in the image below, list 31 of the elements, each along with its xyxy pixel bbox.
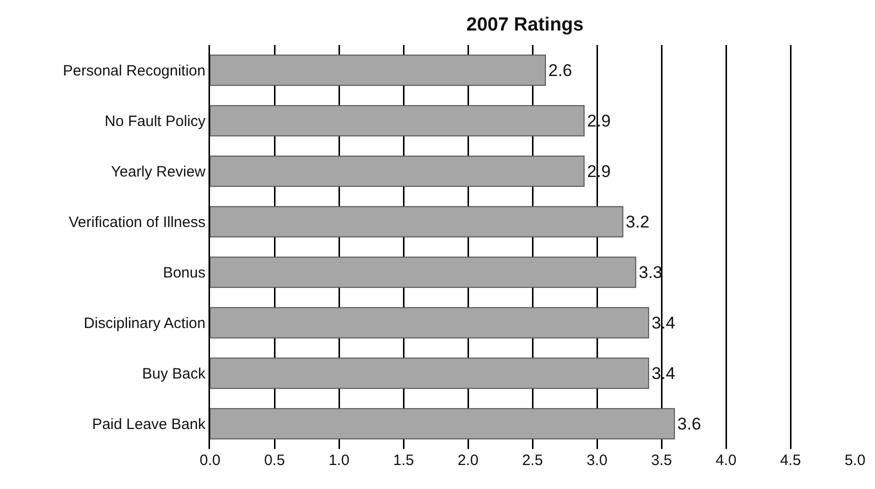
x-tick-label: 4.5 xyxy=(780,452,801,469)
x-tick-label: 1.5 xyxy=(393,452,414,469)
y-tick-label: Verification of Illness xyxy=(68,214,206,231)
x-tick-label: 0.0 xyxy=(200,452,220,469)
x-tick-label: 2.5 xyxy=(522,452,543,469)
x-tick-label: 3.0 xyxy=(586,452,608,469)
y-tick-label: Disciplinary Action xyxy=(84,315,206,332)
y-tick-label: Paid Leave Bank xyxy=(92,416,206,433)
bar xyxy=(210,256,636,288)
x-tick-label: 3.5 xyxy=(651,452,672,469)
y-tick-label: Bonus xyxy=(162,264,206,282)
x-tick-label: 2.0 xyxy=(458,452,478,469)
y-tick-label: Buy Back xyxy=(142,366,206,382)
data-label: 3.2 xyxy=(626,212,650,232)
y-tick-label: Personal Recognition xyxy=(62,62,206,80)
y-tick-label: Yearly Review xyxy=(111,164,206,180)
bar xyxy=(210,358,650,389)
x-tick-label: 5.0 xyxy=(844,452,866,469)
bar xyxy=(210,105,585,136)
data-label: 2.6 xyxy=(548,60,572,80)
bar xyxy=(210,54,546,86)
x-tick-label: 0.5 xyxy=(264,452,285,469)
y-tick-label: No Fault Policy xyxy=(104,113,206,130)
bar xyxy=(210,408,675,440)
bar xyxy=(210,206,624,238)
bar xyxy=(210,156,585,187)
x-tick-label: 4.0 xyxy=(716,452,736,469)
data-label: 3.6 xyxy=(677,414,702,434)
x-tick-label: 1.0 xyxy=(328,452,350,469)
bar xyxy=(210,307,650,338)
chart-title: 2007 Ratings xyxy=(466,14,584,36)
